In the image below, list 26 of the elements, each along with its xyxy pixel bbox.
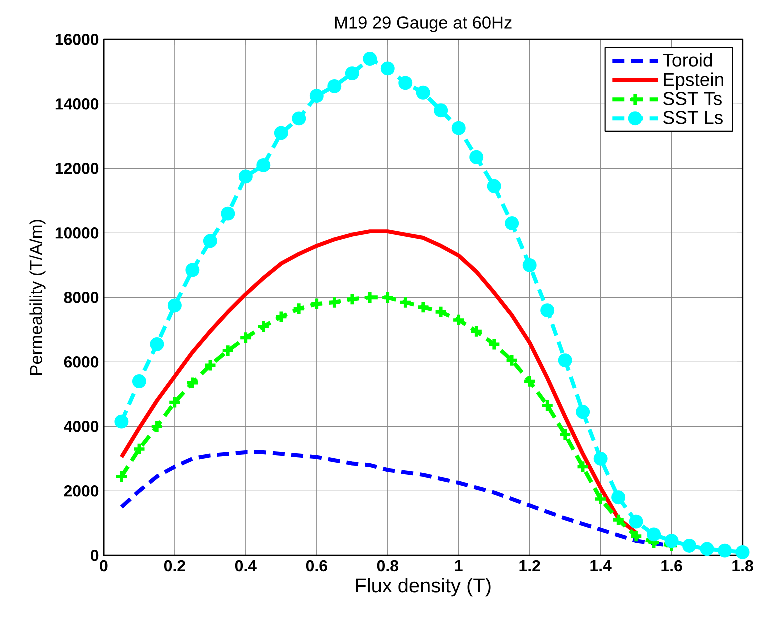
y-tick-label: 10000 [56, 228, 99, 239]
x-tick-label: 0.6 [306, 560, 328, 572]
x-tick-label: 1.2 [520, 560, 540, 572]
x-tick-label: 1.8 [732, 560, 754, 572]
x-tick-label: 1 [455, 560, 463, 572]
x-tick-label: 0.2 [164, 560, 186, 572]
legend-label: Toroid [663, 53, 712, 67]
chart-title: M19 29 Gauge at 60Hz [335, 16, 512, 32]
y-tick-label: 16000 [56, 34, 99, 46]
x-tick-label: 1.6 [662, 560, 682, 572]
y-tick-label: 0 [91, 550, 99, 562]
y-tick-label: 8000 [64, 292, 99, 304]
legend-label: Epstein [664, 72, 724, 90]
x-axis-title: Flux density (T) [356, 578, 491, 597]
x-tick-label: 1.4 [590, 560, 612, 572]
y-tick-label: 4000 [64, 421, 99, 432]
y-tick-label: 2000 [64, 486, 99, 497]
y-tick-label: 12000 [56, 163, 99, 174]
x-tick-label: 0.8 [377, 560, 398, 572]
y-axis-title: Permeability (T/A/m) [30, 220, 46, 375]
y-tick-label: 6000 [64, 356, 99, 368]
x-tick-label: 0 [100, 560, 108, 572]
x-tick-label: 0.4 [235, 560, 257, 572]
y-tick-label: 14000 [56, 98, 99, 110]
legend-label: SST Ls [664, 111, 723, 124]
legend-label: SST Ts [664, 92, 722, 106]
